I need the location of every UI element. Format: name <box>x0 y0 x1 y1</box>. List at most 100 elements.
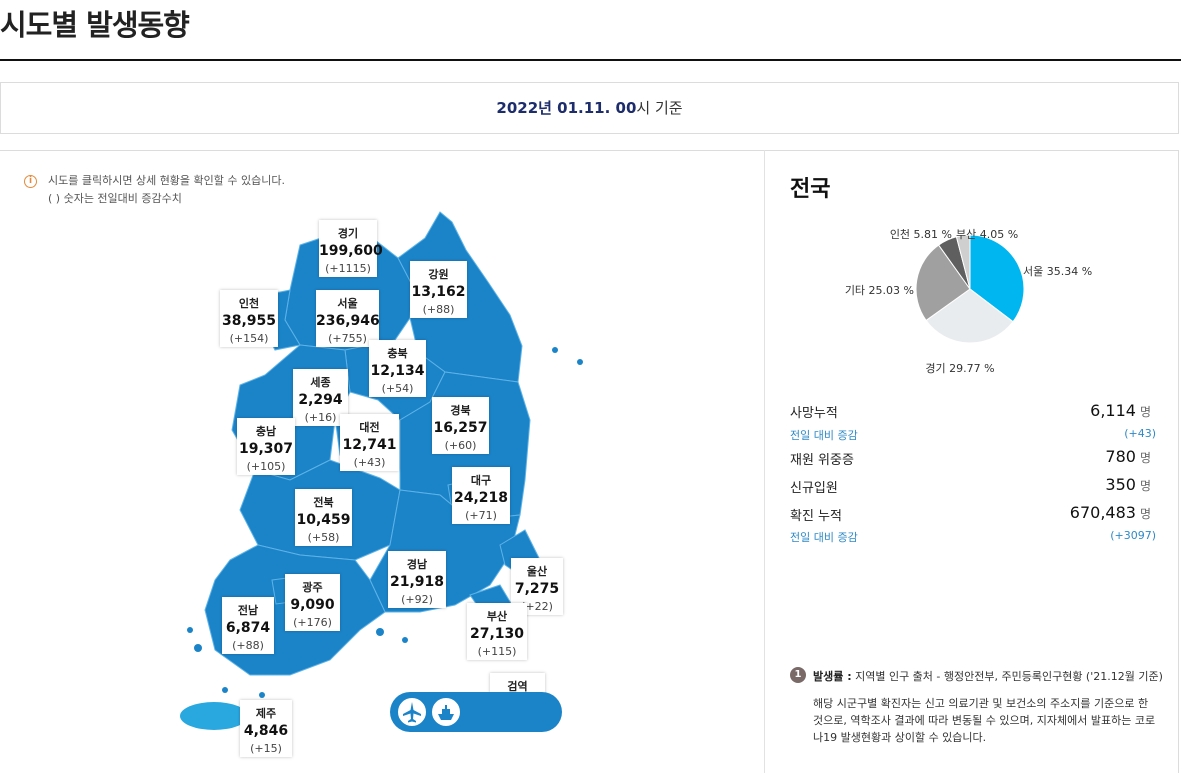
region-count: 13,162 <box>411 284 466 300</box>
region-name: 서울 <box>337 297 358 310</box>
footnote-source: 지역별 인구 출처 - 행정안전부, 주민등록인구현황 ('21.12월 기준) <box>851 670 1163 683</box>
pie-slice-4 <box>955 234 971 290</box>
region-card-10[interactable]: 전북 10,459 (+58) <box>295 489 352 546</box>
footnote-paragraph: 해당 시군구별 확진자는 신고 의료기관 및 보건소의 주소지를 기준으로 한 … <box>813 697 1156 744</box>
region-delta: (+16) <box>304 411 337 424</box>
deaths-change-value: (+43) <box>1124 427 1156 440</box>
region-card-6[interactable]: 경북 16,257 (+60) <box>432 397 489 454</box>
date-suffix: 시 기준 <box>636 99 683 117</box>
region-delta: (+58) <box>307 531 340 544</box>
region-count: 21,918 <box>389 574 445 590</box>
airplane-icon <box>396 696 428 728</box>
deaths-value: 6,114 명 <box>1090 401 1151 420</box>
admission-value: 350 명 <box>1105 475 1151 494</box>
pie-slice-0 <box>969 234 1025 323</box>
region-count: 236,946 <box>316 313 380 329</box>
pie-slice-1 <box>925 288 1014 344</box>
region-count: 12,134 <box>370 363 425 379</box>
region-count: 27,130 <box>469 626 525 642</box>
main-panel <box>0 150 1179 773</box>
region-delta: (+71) <box>465 509 497 522</box>
panel-divider <box>764 150 765 773</box>
date-value: 2022년 01.11. 00 <box>496 99 637 117</box>
region-delta: (+115) <box>477 645 517 658</box>
region-delta: (+60) <box>444 439 477 452</box>
region-name: 대구 <box>470 474 492 487</box>
region-name: 제주 <box>255 707 277 720</box>
deaths-change-label: 전일 대비 증감 <box>790 429 858 442</box>
region-count: 2,294 <box>298 392 343 408</box>
region-card-1[interactable]: 강원 13,162 (+88) <box>410 261 467 318</box>
region-name: 충남 <box>255 425 277 438</box>
notice-line-2: ( ) 숫자는 전일대비 증감수치 <box>48 192 182 205</box>
region-delta: (+15) <box>250 742 282 755</box>
region-card-5[interactable]: 세종 2,294 (+16) <box>293 369 348 426</box>
region-count: 19,307 <box>238 441 294 457</box>
critical-label: 재원 위중증 <box>790 453 854 468</box>
region-count: 10,459 <box>296 512 351 528</box>
region-count: 4,846 <box>243 723 289 739</box>
region-delta: (+54) <box>381 382 414 395</box>
region-name: 부산 <box>486 610 508 623</box>
region-card-12[interactable]: 울산 7,275 (+22) <box>511 558 563 615</box>
region-count: 12,741 <box>342 437 397 453</box>
pie-chart: 서울 35.34 % 경기 29.77 % 기타 25.03 % 인천 5.81 % 부… <box>845 227 1092 375</box>
pie-label-3: 인천 5.81 % <box>890 227 952 241</box>
pie-label-4: 부산 4.05 % <box>956 228 1018 241</box>
footnote-line: 발생률 : 지역별 인구 출처 - 행정안전부, 주민등록인구현황 ('21.1… <box>813 668 1163 684</box>
region-name: 경북 <box>450 404 471 417</box>
region-card-2[interactable]: 인천 38,955 (+154) <box>220 290 278 347</box>
total-label: 확진 누적 <box>790 509 842 524</box>
region-delta: (+92) <box>401 593 433 606</box>
total-change-label: 전일 대비 증감 <box>790 531 858 544</box>
page-title: 시도별 발생동향 <box>0 8 190 42</box>
region-name: 인천 <box>238 297 260 310</box>
total-value: 670,483 명 <box>1069 503 1151 522</box>
region-delta: (+88) <box>422 303 455 316</box>
region-delta: (+105) <box>246 460 286 473</box>
region-name: 경남 <box>406 558 428 571</box>
footnote-badge: 1 <box>790 667 806 683</box>
quarantine-badge[interactable] <box>390 692 562 732</box>
map-region-jeju <box>180 702 248 730</box>
pie-label-1: 경기 29.77 % <box>925 362 994 375</box>
region-delta: (+88) <box>232 639 264 652</box>
region-count: 16,257 <box>433 420 488 436</box>
region-name: 검역 <box>507 680 528 693</box>
region-name: 울산 <box>526 565 548 578</box>
region-card-7[interactable]: 충남 19,307 (+105) <box>237 418 295 475</box>
admission-label: 신규입원 <box>790 481 838 496</box>
region-card-15[interactable]: 부산 27,130 (+115) <box>467 603 527 660</box>
region-card-14[interactable]: 전남 6,874 (+88) <box>222 597 274 654</box>
region-card-0[interactable]: 경기 199,600 (+1115) <box>319 220 383 277</box>
region-delta: (+22) <box>521 600 553 613</box>
date-bar: 2022년 01.11. 00시 기준 <box>0 82 1179 134</box>
critical-value: 780 명 <box>1105 447 1151 466</box>
region-card-13[interactable]: 광주 9,090 (+176) <box>285 574 340 631</box>
region-name: 강원 <box>428 268 449 281</box>
region-count: 6,874 <box>225 620 271 636</box>
region-delta: (+176) <box>293 616 332 629</box>
region-count: 38,955 <box>221 313 277 329</box>
national-title: 전국 <box>790 177 831 202</box>
region-count: 199,600 <box>319 243 383 259</box>
region-card-11[interactable]: 경남 21,918 (+92) <box>388 551 446 608</box>
region-name: 세종 <box>310 376 331 389</box>
total-change-value: (+3097) <box>1110 529 1156 542</box>
region-card-9[interactable]: 대구 24,218 (+71) <box>452 467 510 524</box>
region-delta: (+154) <box>229 332 269 345</box>
region-count: 24,218 <box>453 490 509 506</box>
notice-line-1: 시도를 클릭하시면 상세 현황을 확인할 수 있습니다. <box>48 174 285 187</box>
pie-slice-2 <box>915 244 971 322</box>
region-name: 전북 <box>313 496 334 509</box>
region-name: 광주 <box>302 581 323 594</box>
region-name: 충북 <box>387 347 408 360</box>
region-card-17[interactable]: 제주 4,846 (+15) <box>240 700 292 757</box>
pie-label-2: 기타 25.03 % <box>845 284 914 297</box>
region-card-8[interactable]: 대전 12,741 (+43) <box>340 414 399 471</box>
region-name: 경기 <box>337 227 359 240</box>
region-card-3[interactable]: 서울 236,946 (+755) <box>316 290 380 347</box>
region-name: 대전 <box>359 421 380 434</box>
region-card-4[interactable]: 충북 12,134 (+54) <box>369 340 426 397</box>
region-delta: (+755) <box>328 332 367 345</box>
